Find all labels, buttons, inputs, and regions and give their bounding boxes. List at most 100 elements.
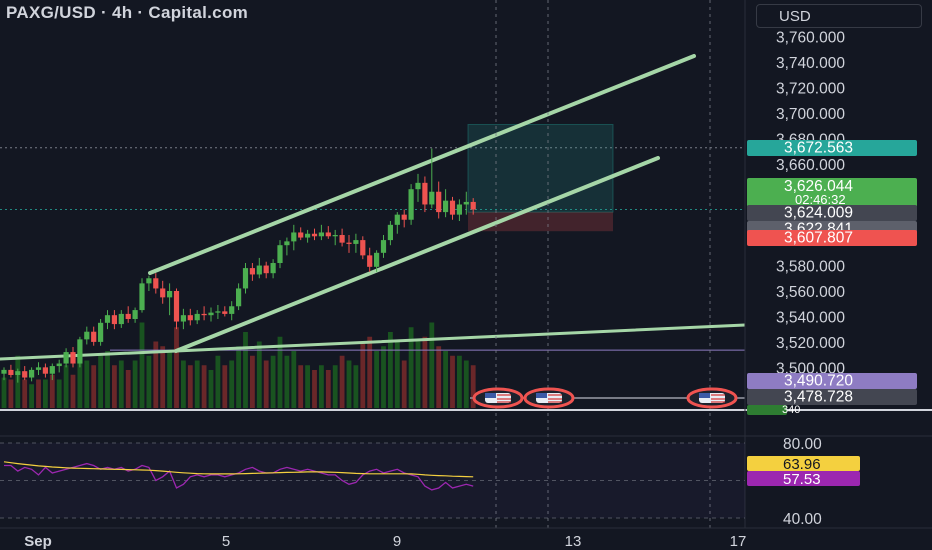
volume-bar [125, 370, 131, 408]
candle-body [42, 367, 48, 374]
candle-body [187, 315, 193, 321]
candle-body [263, 265, 269, 274]
candle-body [8, 369, 14, 375]
candle-body [443, 200, 449, 213]
volume-bar [298, 365, 304, 408]
price-axis-tick: 3,540.000 [776, 309, 845, 326]
candle-body [284, 241, 290, 246]
candle-body [353, 240, 359, 244]
candle-body [125, 313, 131, 319]
candle-body [208, 312, 214, 316]
candle-body [194, 313, 200, 321]
candle-body [146, 278, 152, 284]
stop-price-label: 3,607.807 [784, 230, 853, 247]
bid-price-label: 3,624.009 [784, 205, 853, 222]
us-flag-event-icon[interactable] [523, 387, 575, 409]
volume-bar [443, 351, 448, 408]
candle-body [401, 214, 407, 220]
us-flag-event-icon[interactable] [686, 387, 738, 409]
upper-channel-line [148, 54, 696, 275]
candle-body [374, 252, 380, 267]
candle-body [1, 369, 7, 374]
candle-body [311, 233, 318, 237]
volume-bar [105, 351, 110, 408]
target-price-label-box [747, 140, 917, 156]
time-axis-tick: 5 [222, 533, 230, 550]
candle-body [84, 331, 90, 340]
candle-body [139, 283, 145, 311]
candle-countdown-label: 02:46:32 [795, 192, 846, 207]
candle-body [380, 240, 387, 253]
rsi-band [0, 443, 745, 518]
us-flag-event-icon[interactable] [472, 387, 524, 409]
price-axis-tick: 3,660.000 [776, 157, 845, 174]
candle-body [346, 242, 352, 244]
candle-body [242, 268, 249, 289]
volume-bar [236, 346, 241, 408]
volume-bar [139, 322, 145, 408]
price-axis-tick: 3,560.000 [776, 284, 845, 301]
volume-bar [8, 379, 14, 408]
volume-bar [256, 341, 262, 408]
candle-body [98, 322, 104, 342]
volume-label-box [747, 405, 787, 415]
volume-bar [346, 360, 352, 408]
volume-bar [401, 360, 407, 408]
candle-body [387, 224, 393, 241]
target-price-label: 3,672.563 [784, 140, 853, 157]
alert-price-label-box [747, 373, 917, 389]
volume-bar [394, 341, 400, 408]
volume-bar [118, 360, 124, 408]
volume-bar [339, 355, 345, 408]
volume-bar [332, 365, 338, 408]
position-target-zone [467, 123, 614, 213]
rsi-value-label: 57.53 [783, 471, 821, 488]
volume-bar [284, 355, 290, 408]
volume-bar [250, 355, 255, 408]
candle-body [415, 182, 421, 190]
volume-bar [388, 332, 393, 408]
candle-body [436, 191, 442, 213]
volume-bar [49, 374, 55, 408]
rsi-value-label-box [747, 471, 860, 486]
volume-bar [181, 360, 186, 408]
candle-body [22, 371, 28, 378]
volume-bar [187, 365, 193, 408]
candle-body [236, 288, 242, 307]
rsi-ma-value-label: 63.96 [783, 456, 821, 473]
candle-body [394, 214, 400, 225]
volume-bar [291, 351, 297, 408]
candle-body [35, 367, 42, 370]
candle-body [77, 339, 83, 364]
volume-bar [450, 355, 455, 408]
volume-bar [436, 346, 442, 408]
candle-body [291, 232, 297, 242]
volume-bar [381, 346, 386, 408]
volume-bar [229, 360, 235, 408]
volume-bar [153, 341, 159, 408]
volume-bar [29, 384, 34, 408]
volume-bar [132, 360, 138, 408]
bid-price-label-box [747, 205, 917, 221]
candle-body [339, 235, 345, 243]
volume-bar [84, 360, 90, 408]
lower-channel-line [174, 156, 660, 353]
rsi-ma-line [3, 461, 474, 478]
volume-bar [70, 374, 76, 408]
candle-body [408, 189, 414, 220]
currency-selector[interactable]: USD [756, 4, 922, 28]
candle-body [91, 331, 97, 342]
candle-body [56, 363, 62, 367]
volume-bar [194, 360, 200, 408]
candle-body [429, 191, 435, 205]
volume-bar [36, 379, 41, 408]
candle-body [470, 201, 476, 210]
volume-bar [222, 365, 228, 408]
volume-bar [91, 365, 97, 408]
candle-body [305, 233, 311, 238]
candle-body [318, 232, 324, 237]
volume-bar [415, 341, 421, 408]
support-trend-line [0, 323, 745, 361]
rsi-line [4, 462, 474, 491]
